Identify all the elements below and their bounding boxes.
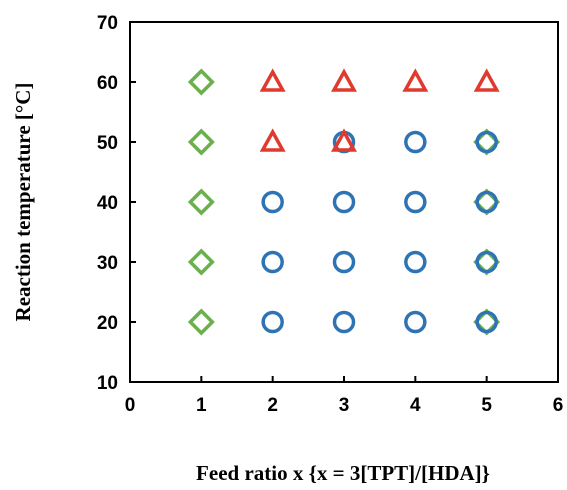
data-points <box>187 68 501 336</box>
x-tick-label: 3 <box>339 395 350 416</box>
circle-marker <box>475 310 498 334</box>
circle-marker <box>261 190 284 214</box>
circle-marker <box>404 250 427 274</box>
y-axis-title: Reaction temperature [°C] <box>11 83 35 322</box>
y-tick-label: 20 <box>97 313 118 334</box>
circle-marker <box>404 130 427 154</box>
y-tick-label: 40 <box>97 193 118 214</box>
axes <box>129 21 559 383</box>
x-tick-label: 0 <box>125 395 136 416</box>
circle-marker <box>475 250 498 274</box>
circle-marker <box>475 130 498 154</box>
triangle-marker <box>259 68 286 92</box>
y-tick-label: 10 <box>97 373 118 394</box>
circle-marker <box>404 310 427 334</box>
x-axis-title: Feed ratio x {x = 3[TPT]/[HDA]} <box>196 461 490 485</box>
diamond-marker <box>187 308 215 336</box>
diamond-marker <box>187 188 215 216</box>
circle-marker <box>404 190 427 214</box>
diamond-marker <box>187 248 215 276</box>
triangle-marker <box>331 68 357 92</box>
x-tick-label: 2 <box>267 395 278 416</box>
y-tick-label: 30 <box>97 253 118 274</box>
circle-marker <box>261 310 284 334</box>
triangle-marker <box>259 128 286 152</box>
triangle-marker <box>402 68 429 92</box>
x-tick-label: 1 <box>196 395 207 416</box>
triangle-marker <box>331 128 357 152</box>
x-tick-label: 4 <box>410 395 421 416</box>
circle-marker <box>332 310 356 334</box>
circle-marker <box>261 250 284 274</box>
circle-marker <box>332 250 356 274</box>
x-tick-label: 6 <box>553 395 564 416</box>
circle-marker <box>332 190 356 214</box>
y-tick-label: 70 <box>97 13 118 34</box>
diamond-marker <box>187 68 215 96</box>
diamond-marker <box>187 128 215 156</box>
x-tick-label: 5 <box>481 395 492 416</box>
tick-labels: 0 1 2 3 4 5 6 10 20 30 40 50 60 70 <box>97 13 563 416</box>
triangle-marker <box>473 68 500 92</box>
y-tick-label: 50 <box>97 133 118 154</box>
circle-marker <box>475 190 498 214</box>
y-tick-label: 60 <box>97 73 118 94</box>
